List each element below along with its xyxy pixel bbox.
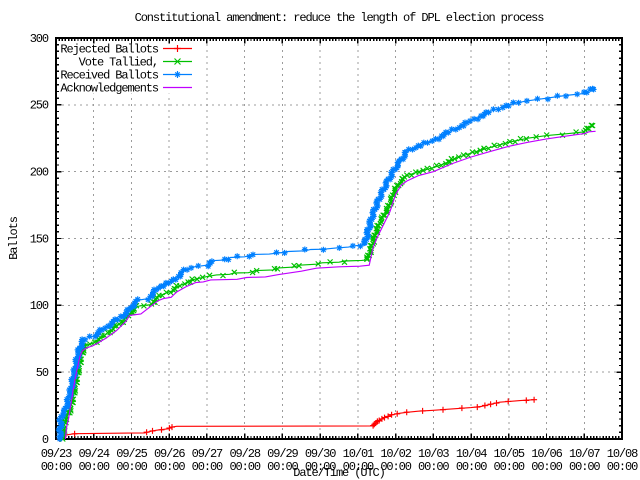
svg-text:10/08: 10/08 — [607, 447, 638, 461]
svg-text:10/01: 10/01 — [343, 447, 374, 461]
svg-text:00:00: 00:00 — [494, 460, 525, 474]
svg-text:00:00: 00:00 — [41, 460, 72, 474]
svg-text:09/29: 09/29 — [267, 447, 298, 461]
svg-text:Vote Tallied,: Vote Tallied, — [79, 55, 158, 69]
svg-text:00:00: 00:00 — [607, 460, 638, 474]
svg-text:00:00: 00:00 — [78, 460, 109, 474]
svg-text:10/06: 10/06 — [531, 447, 562, 461]
svg-text:00:00: 00:00 — [192, 460, 223, 474]
svg-text:10/03: 10/03 — [418, 447, 449, 461]
svg-text:00:00: 00:00 — [456, 460, 487, 474]
svg-text:10/02: 10/02 — [380, 447, 411, 461]
svg-text:09/27: 09/27 — [192, 447, 223, 461]
svg-text:250: 250 — [30, 99, 49, 113]
svg-text:00:00: 00:00 — [116, 460, 147, 474]
svg-text:00:00: 00:00 — [418, 460, 449, 474]
svg-text:09/25: 09/25 — [116, 447, 147, 461]
svg-text:200: 200 — [30, 166, 49, 180]
svg-text:09/28: 09/28 — [229, 447, 260, 461]
svg-text:50: 50 — [36, 366, 49, 380]
svg-text:Received Ballots: Received Ballots — [60, 68, 159, 82]
svg-text:00:00: 00:00 — [569, 460, 600, 474]
svg-text:10/07: 10/07 — [569, 447, 600, 461]
svg-text:Ballots: Ballots — [7, 216, 21, 260]
svg-text:09/23: 09/23 — [41, 447, 72, 461]
svg-text:00:00: 00:00 — [343, 460, 374, 474]
svg-text:00:00: 00:00 — [531, 460, 562, 474]
svg-text:Constitutional amendment: redu: Constitutional amendment: reduce the len… — [135, 11, 545, 25]
svg-text:10/04: 10/04 — [456, 447, 487, 461]
svg-text:00:00: 00:00 — [229, 460, 260, 474]
svg-text:00:00: 00:00 — [305, 460, 336, 474]
svg-text:0: 0 — [42, 433, 49, 447]
svg-text:100: 100 — [30, 299, 49, 313]
svg-text:09/30: 09/30 — [305, 447, 336, 461]
svg-text:00:00: 00:00 — [267, 460, 298, 474]
svg-text:Rejected Ballots: Rejected Ballots — [60, 42, 159, 56]
svg-text:09/26: 09/26 — [154, 447, 185, 461]
svg-text:Date/Time (UTC): Date/Time (UTC) — [293, 466, 385, 480]
svg-text:00:00: 00:00 — [380, 460, 411, 474]
svg-text:00:00: 00:00 — [154, 460, 185, 474]
svg-text:300: 300 — [30, 32, 49, 46]
svg-text:10/05: 10/05 — [494, 447, 525, 461]
svg-text:150: 150 — [30, 232, 49, 246]
svg-text:09/24: 09/24 — [78, 447, 109, 461]
svg-text:Acknowledgements: Acknowledgements — [60, 81, 159, 95]
